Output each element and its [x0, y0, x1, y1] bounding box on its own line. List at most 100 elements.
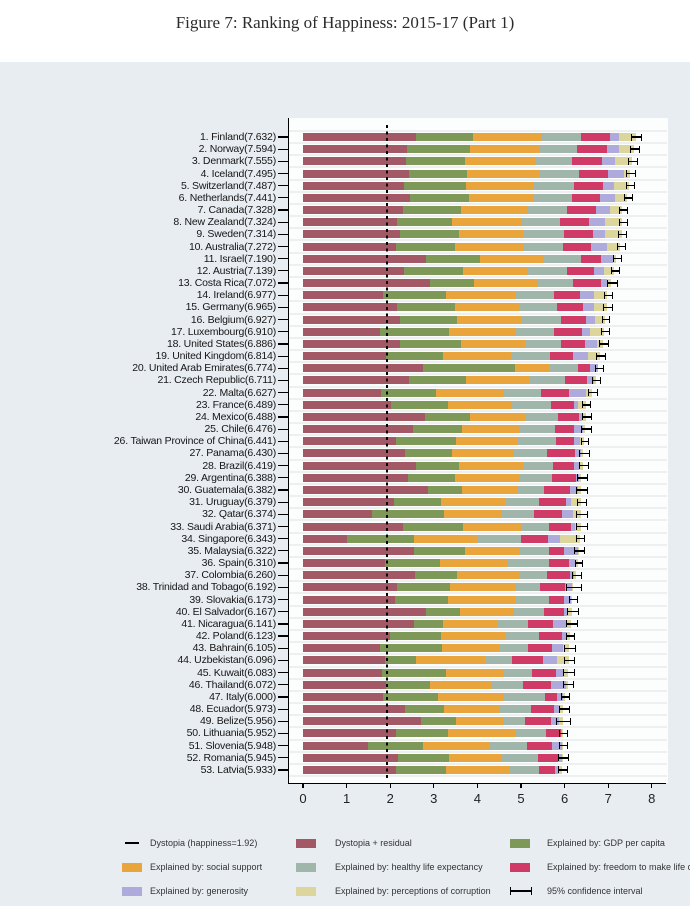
country-label: 13. Costa Rica(7.072) — [178, 277, 276, 290]
country-label: 2. Norway(7.594) — [198, 143, 277, 156]
bar-segment-healthy-life — [502, 668, 533, 677]
bar-segment-gdp — [404, 705, 444, 714]
bar-segment-corruption — [559, 534, 580, 543]
bar-segment-generosity — [569, 388, 586, 397]
bar-segment-gdp — [383, 692, 439, 701]
country-label: 17. Luxembourg(6.910) — [171, 325, 276, 338]
bar-segment-dystopia-residual — [303, 486, 429, 495]
error-bar — [601, 316, 611, 324]
error-bar — [564, 656, 576, 664]
y-axis-tick — [278, 221, 288, 223]
country-label: 46. Thailand(6.072) — [188, 678, 276, 691]
country-label: 43. Bahrain(6.105) — [192, 642, 277, 655]
bar-segment-generosity — [595, 206, 610, 215]
country-label: 44. Uzbekistan(6.096) — [177, 654, 276, 667]
error-bar — [556, 717, 572, 725]
y-axis-tick — [278, 306, 288, 308]
bar-segment-social-support — [451, 449, 514, 458]
legend-label: Explained by: perceptions of corruption — [335, 886, 491, 896]
grid-line — [289, 336, 667, 339]
country-label: 24. Mexico(6.488) — [195, 410, 276, 423]
bar-segment-corruption — [614, 193, 628, 202]
bar-segment-freedom — [520, 534, 549, 543]
bar-segment-freedom — [553, 291, 581, 300]
y-axis-tick — [278, 708, 288, 710]
bar-segment-generosity — [581, 327, 591, 336]
bar-segment-gdp — [408, 169, 468, 178]
bar-segment-social-support — [441, 632, 505, 641]
error-bar-line — [576, 513, 588, 516]
happiness-bar — [303, 498, 582, 507]
bar-segment-dystopia-residual — [303, 388, 381, 397]
bar-segment-dystopia-residual — [303, 364, 424, 373]
bar-segment-corruption — [571, 498, 582, 507]
grid-line — [289, 312, 667, 315]
legend-label: Explained by: generosity — [150, 886, 249, 896]
bar-segment-social-support — [469, 193, 534, 202]
country-label: 11. Israel(7.190) — [203, 252, 276, 265]
country-label: 35. Malaysia(6.322) — [187, 544, 277, 557]
error-bar — [567, 608, 579, 616]
bar-segment-generosity — [589, 218, 606, 227]
country-label: 23. France(6.489) — [195, 398, 276, 411]
bar-segment-social-support — [462, 486, 518, 495]
bar-segment-social-support — [470, 412, 525, 421]
grid-line — [289, 361, 667, 364]
y-axis-tick — [278, 611, 288, 613]
bar-segment-dystopia-residual — [303, 644, 381, 653]
bar-segment-freedom — [546, 571, 571, 580]
bar-segment-dystopia-residual — [303, 157, 407, 166]
bar-segment-freedom — [567, 266, 594, 275]
bar-segment-dystopia-residual — [303, 303, 397, 312]
x-axis — [287, 782, 666, 784]
bar-segment-social-support — [449, 583, 515, 592]
y-axis-tick — [278, 245, 288, 248]
country-label: 53. Latvia(5.933) — [200, 763, 277, 776]
bar-segment-freedom — [528, 644, 552, 653]
bar-segment-generosity — [565, 498, 572, 507]
happiness-bar — [303, 364, 599, 373]
bar-segment-generosity — [550, 717, 559, 726]
happiness-bar — [303, 291, 608, 300]
grid-line — [289, 202, 667, 205]
bar-segment-healthy-life — [517, 486, 544, 495]
bar-segment-freedom — [578, 169, 609, 178]
bar-segment-corruption — [594, 315, 605, 324]
bar-segment-corruption — [606, 242, 621, 251]
country-label: 22. Malta(6.627) — [202, 386, 276, 399]
grid-line — [289, 154, 667, 157]
happiness-bar — [303, 534, 580, 543]
x-tick-label: 3 — [430, 790, 438, 806]
country-label: 33. Saudi Arabia(6.371) — [170, 520, 276, 533]
bar-segment-gdp — [390, 632, 442, 641]
error-bar-line — [607, 282, 618, 284]
confidence-interval-icon-line — [511, 890, 531, 892]
error-bar-line — [566, 623, 577, 625]
bar-segment-healthy-life — [521, 315, 561, 324]
country-label: 37. Colombia(6.260) — [184, 569, 277, 582]
y-axis-tick — [278, 452, 288, 455]
happiness-bar — [303, 169, 630, 178]
bar-segment-freedom — [548, 546, 565, 555]
bar-segment-generosity — [610, 133, 619, 141]
bar-segment-corruption — [557, 656, 569, 665]
error-bar-line — [617, 245, 625, 248]
y-axis-tick — [278, 769, 288, 771]
error-bar-line — [577, 489, 588, 491]
error-bar — [563, 681, 575, 689]
bar-segment-healthy-life — [523, 461, 553, 470]
country-label: 7. Canada(7.328) — [197, 204, 276, 217]
happiness-bar — [303, 619, 571, 628]
bar-segment-gdp — [402, 522, 463, 531]
grid-line — [289, 726, 667, 729]
bar-segment-freedom — [533, 510, 563, 519]
country-label: 28. Brazil(6.419) — [202, 459, 276, 472]
bar-segment-gdp — [404, 266, 463, 275]
bar-segment-generosity — [574, 425, 583, 434]
happiness-bar — [303, 559, 579, 568]
error-bar — [575, 559, 584, 567]
bar-segment-freedom — [554, 327, 582, 336]
error-bar-line — [593, 379, 601, 382]
bar-segment-social-support — [448, 729, 515, 738]
bar-segment-generosity — [550, 680, 567, 689]
